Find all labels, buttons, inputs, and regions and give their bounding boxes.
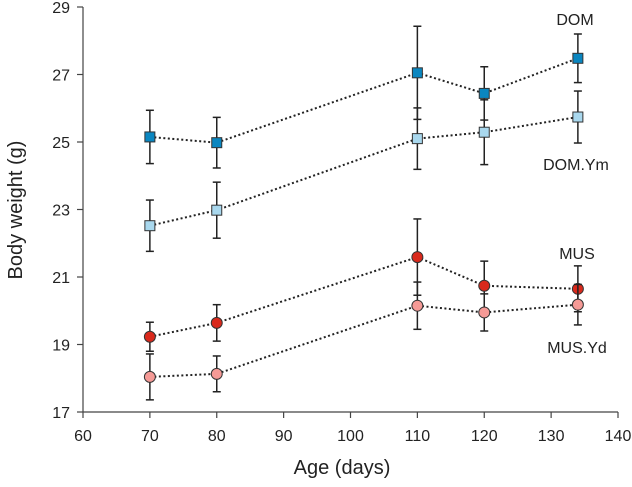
x-tick-label: 120 [471, 428, 498, 445]
data-point [411, 67, 423, 79]
data-point [572, 52, 584, 64]
data-point [478, 126, 490, 138]
series-line [149, 57, 579, 144]
data-point [411, 299, 424, 312]
data-point [144, 220, 156, 232]
x-axis-label: Age (days) [294, 457, 391, 479]
data-point [411, 133, 423, 145]
data-point [411, 251, 424, 264]
series-label: MUS [559, 246, 595, 263]
x-tick-label: 80 [208, 428, 226, 445]
x-tick-label: 70 [141, 428, 159, 445]
series-label: DOM.Ym [543, 157, 609, 174]
data-point [478, 87, 490, 99]
data-point [478, 279, 491, 292]
data-point [211, 204, 223, 216]
y-tick-label: 27 [52, 68, 70, 85]
series-dom: DOM [144, 12, 594, 169]
x-tick-label: 60 [74, 428, 92, 445]
y-tick-label: 25 [52, 135, 70, 152]
data-point [478, 306, 491, 319]
y-tick-label: 19 [52, 338, 70, 355]
x-tick-label: 130 [538, 428, 565, 445]
data-point [210, 316, 223, 329]
data-point [571, 298, 584, 311]
x-tick-label: 140 [605, 428, 632, 445]
series-line [149, 116, 579, 227]
series-label: MUS.Yd [547, 340, 607, 357]
y-axis-label: Body weight (g) [5, 141, 27, 280]
data-point [210, 367, 223, 380]
x-tick-label: 90 [275, 428, 293, 445]
y-tick-label: 23 [52, 203, 70, 220]
data-point [143, 330, 156, 343]
y-tick-label: 17 [52, 405, 70, 422]
data-point [572, 111, 584, 123]
y-tick-label: 21 [52, 270, 70, 287]
x-tick-label: 100 [337, 428, 364, 445]
data-point [143, 370, 156, 383]
series-label: DOM [556, 12, 593, 29]
data-point [144, 131, 156, 143]
data-point [211, 137, 223, 149]
x-tick-label: 110 [405, 428, 431, 445]
series-dom-ym: DOM.Ym [144, 90, 609, 253]
series-mus: MUS [143, 218, 595, 352]
y-tick-label: 29 [52, 0, 70, 17]
series-mus-yd: MUS.Yd [143, 281, 607, 401]
